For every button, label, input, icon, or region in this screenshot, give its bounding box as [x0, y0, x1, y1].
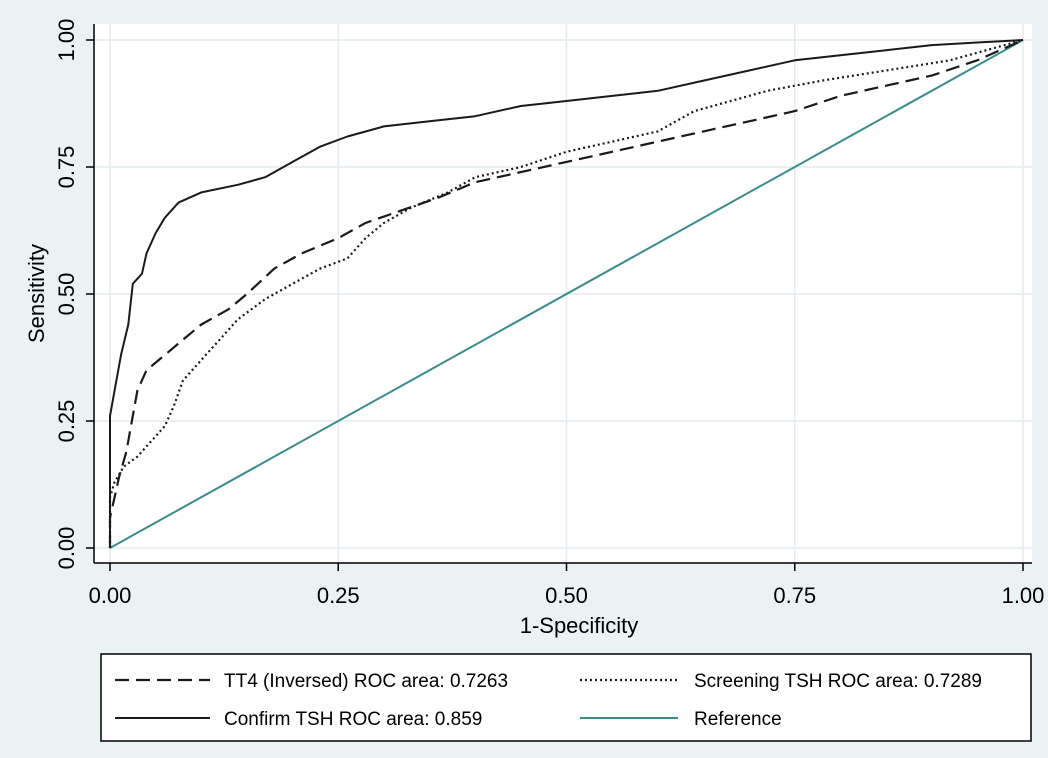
series-line-reference	[109, 39, 1024, 549]
y-tick-label: 1.00	[54, 19, 79, 62]
legend-label-reference: Reference	[694, 709, 782, 730]
y-axis-title: Sensitivity	[24, 244, 49, 343]
series-line-solid	[109, 39, 1024, 548]
y-tick-label: 0.00	[54, 527, 79, 570]
legend-box	[100, 653, 1032, 742]
legend-label-confirm-tsh: Confirm TSH ROC area: 0.859	[224, 709, 482, 730]
x-tick-label: 0.25	[317, 583, 360, 608]
legend-label-tt4: TT4 (Inversed) ROC area: 0.7263	[224, 671, 508, 692]
series-line-dotted	[108, 38, 1024, 548]
legend: TT4 (Inversed) ROC area: 0.7263 Screenin…	[100, 653, 1032, 742]
series-line-dashed	[108, 38, 1024, 548]
axes: 0.00 0.25 0.50 0.75 1.00 0.00 0.25 0.50 0.75 1.00	[54, 19, 1044, 608]
x-tick-label: 1.00	[1002, 583, 1045, 608]
x-axis-title: 1-Specificity	[520, 613, 639, 638]
gridlines	[94, 24, 1032, 563]
y-tick-label: 0.50	[54, 273, 79, 316]
y-tick-label: 0.75	[54, 146, 79, 189]
x-tick-label: 0.00	[89, 583, 132, 608]
x-tick-label: 0.75	[773, 583, 816, 608]
series-lines	[108, 38, 1024, 549]
legend-label-screening-tsh: Screening TSH ROC area: 0.7289	[694, 671, 982, 692]
y-tick-label: 0.25	[54, 400, 79, 443]
x-tick-label: 0.50	[545, 583, 588, 608]
